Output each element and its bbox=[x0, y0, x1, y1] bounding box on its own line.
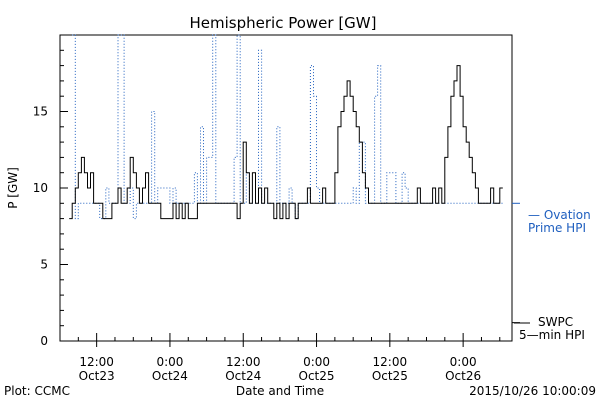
x-tick-sublabel: Oct25 bbox=[299, 369, 335, 383]
x-tick-label: 0:00 bbox=[156, 355, 183, 369]
swpc-line bbox=[69, 65, 503, 220]
x-tick-label: 0:00 bbox=[303, 355, 330, 369]
x-tick-label: 12:00 bbox=[373, 355, 408, 369]
swpc-series bbox=[69, 65, 520, 324]
chart-title: Hemispheric Power [GW] bbox=[190, 14, 377, 32]
y-axis: 0 5 10 15 bbox=[33, 49, 68, 348]
x-tick-sublabel: Oct23 bbox=[79, 369, 115, 383]
legend-ovation-line2: Prime HPI bbox=[528, 221, 586, 235]
x-tick-label: 12:00 bbox=[226, 355, 261, 369]
footer-plot-credit: Plot: CCMC bbox=[4, 384, 70, 398]
y-tick-label: 10 bbox=[33, 181, 48, 195]
x-tick-label: 12:00 bbox=[79, 355, 114, 369]
y-axis-label: P [GW] bbox=[6, 167, 20, 209]
legend-swpc-line2: 5—min HPI bbox=[519, 328, 585, 342]
legend-ovation-line1: — Ovation bbox=[528, 208, 591, 222]
y-tick-label: 15 bbox=[33, 105, 48, 119]
x-tick-label: 0:00 bbox=[450, 355, 477, 369]
footer-timestamp: 2015/10/26 10:00:09 bbox=[469, 384, 596, 398]
x-tick-sublabel: Oct26 bbox=[445, 369, 481, 383]
ovation-prime-series bbox=[72, 34, 520, 220]
legend-swpc-line1: SWPC bbox=[538, 315, 573, 329]
x-tick-sublabel: Oct24 bbox=[225, 369, 261, 383]
footer-x-label: Date and Time bbox=[236, 384, 324, 398]
x-axis: 12:00Oct230:00Oct2412:00Oct240:00Oct2512… bbox=[77, 333, 501, 383]
y-tick-label: 0 bbox=[40, 334, 48, 348]
y-tick-label: 5 bbox=[40, 258, 48, 272]
x-tick-sublabel: Oct24 bbox=[152, 369, 188, 383]
x-tick-sublabel: Oct25 bbox=[372, 369, 408, 383]
